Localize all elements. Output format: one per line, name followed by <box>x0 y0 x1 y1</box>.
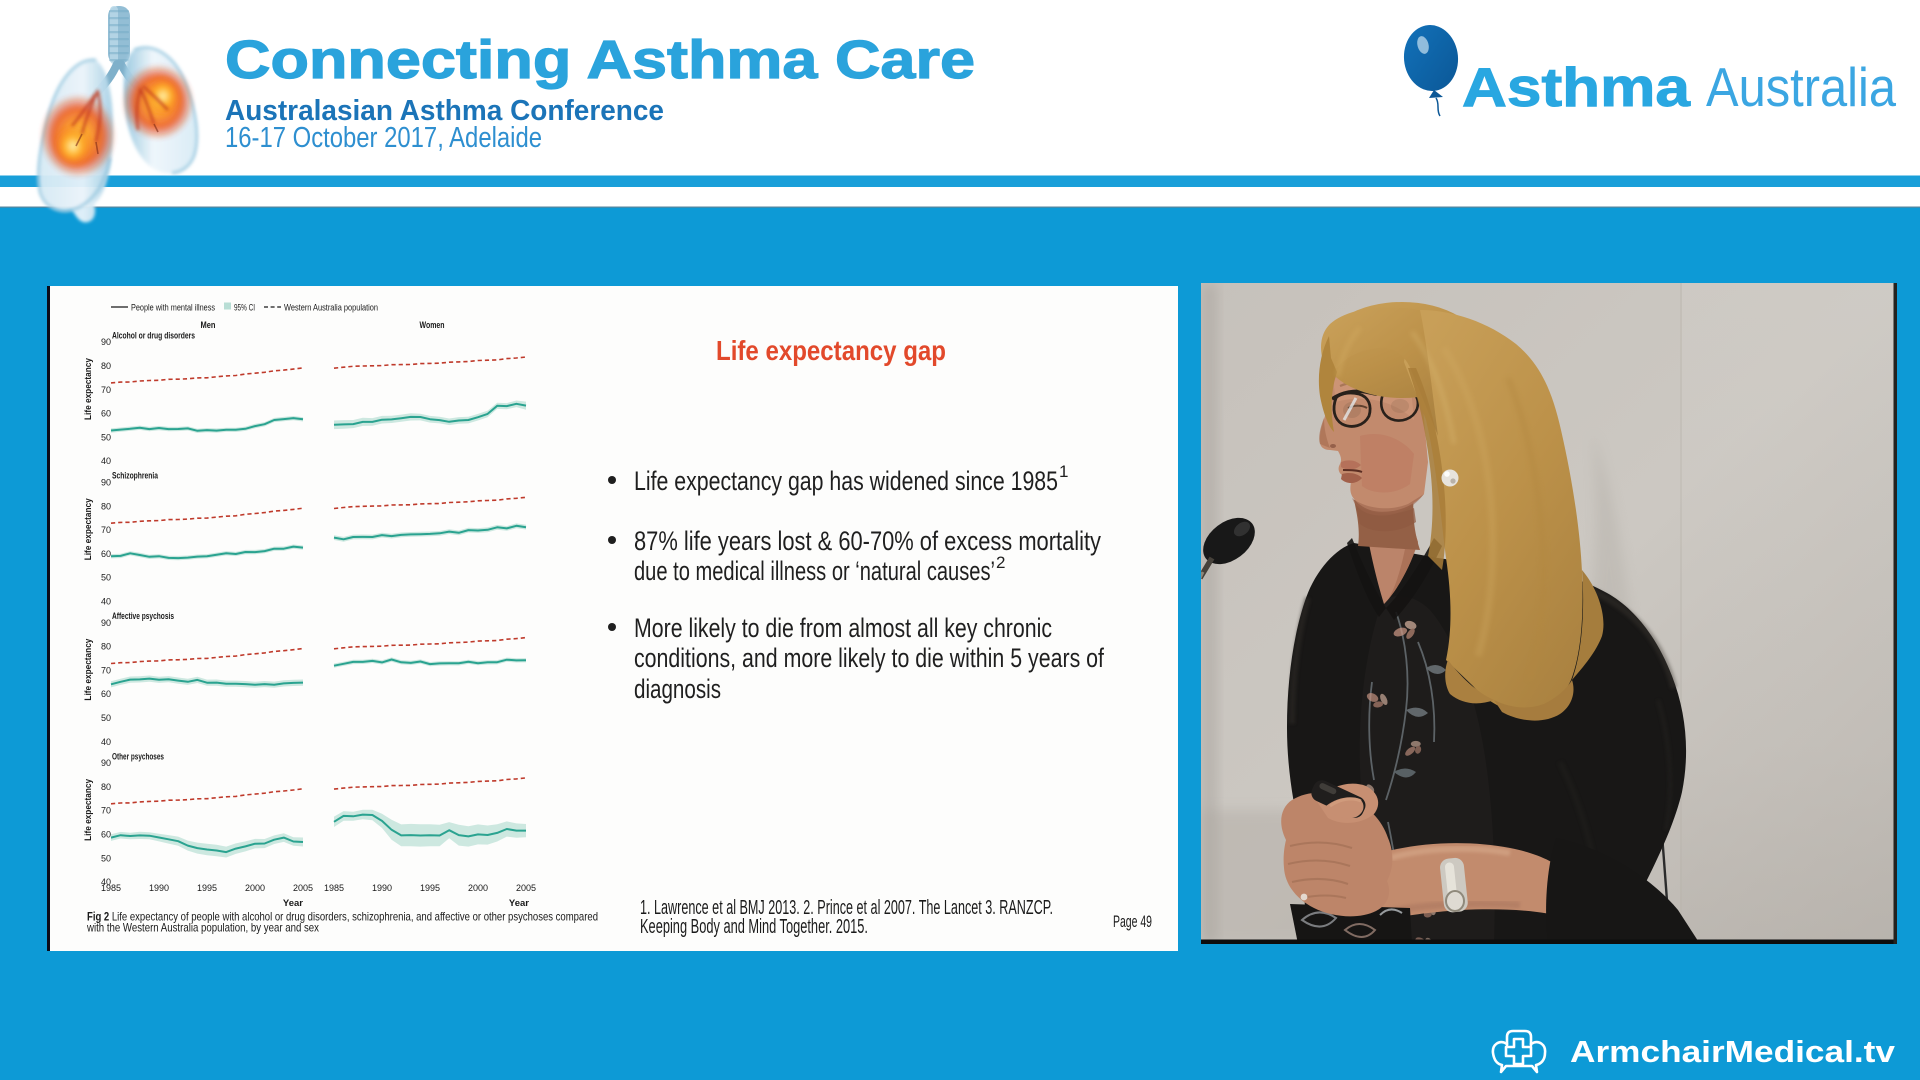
svg-text:80: 80 <box>101 782 111 792</box>
svg-text:Affective psychosis: Affective psychosis <box>112 611 174 622</box>
svg-text:Year: Year <box>509 898 529 909</box>
svg-text:2000: 2000 <box>245 883 265 893</box>
svg-text:Western Australia population: Western Australia population <box>284 303 378 313</box>
svg-text:Life expectancy: Life expectancy <box>83 498 94 561</box>
svg-text:Connecting Asthma Care: Connecting Asthma Care <box>225 30 975 90</box>
svg-text:60: 60 <box>101 689 111 699</box>
svg-text:ArmchairMedical.tv: ArmchairMedical.tv <box>1570 1034 1896 1069</box>
svg-text:50: 50 <box>101 573 111 583</box>
svg-text:diagnosis: diagnosis <box>634 674 721 704</box>
svg-text:60: 60 <box>101 549 111 559</box>
svg-text:1: 1 <box>1059 462 1068 481</box>
svg-text:50: 50 <box>101 713 111 723</box>
svg-text:Asthma: Asthma <box>1462 56 1690 118</box>
svg-text:40: 40 <box>101 456 111 466</box>
svg-text:Other psychoses: Other psychoses <box>112 751 164 762</box>
svg-text:1995: 1995 <box>197 883 217 893</box>
svg-text:2000: 2000 <box>468 883 488 893</box>
svg-text:Australia: Australia <box>1706 56 1896 118</box>
svg-text:70: 70 <box>101 665 111 675</box>
svg-text:2005: 2005 <box>293 883 313 893</box>
svg-text:90: 90 <box>101 478 111 488</box>
svg-text:Page 49: Page 49 <box>1113 913 1152 931</box>
svg-text:1990: 1990 <box>372 883 392 893</box>
svg-text:70: 70 <box>101 385 111 395</box>
svg-text:Fig 2 Life expectancy of peopl: Fig 2 Life expectancy of people with alc… <box>87 910 598 924</box>
svg-text:60: 60 <box>101 830 111 840</box>
svg-text:90: 90 <box>101 337 111 347</box>
svg-text:Women: Women <box>420 320 445 331</box>
svg-text:40: 40 <box>101 597 111 607</box>
svg-text:Life expectancy: Life expectancy <box>83 638 94 701</box>
svg-text:70: 70 <box>101 806 111 816</box>
svg-text:Men: Men <box>201 320 216 331</box>
svg-text:1985: 1985 <box>101 883 121 893</box>
svg-text:95% CI: 95% CI <box>234 303 255 313</box>
svg-text:70: 70 <box>101 525 111 535</box>
svg-text:Schizophrenia: Schizophrenia <box>112 471 159 482</box>
svg-text:80: 80 <box>101 642 111 652</box>
svg-text:16-17 October 2017, Adelaide: 16-17 October 2017, Adelaide <box>225 122 542 154</box>
svg-text:80: 80 <box>101 501 111 511</box>
svg-text:87% life years lost & 60-70% o: 87% life years lost & 60-70% of excess m… <box>634 526 1102 556</box>
svg-text:40: 40 <box>101 877 111 887</box>
svg-text:Life expectancy: Life expectancy <box>83 778 94 841</box>
svg-text:due to medical illness or ‘nat: due to medical illness or ‘natural cause… <box>634 556 995 586</box>
svg-text:Alcohol or drug disorders: Alcohol or drug disorders <box>112 330 195 341</box>
svg-text:80: 80 <box>101 361 111 371</box>
svg-text:1990: 1990 <box>149 883 169 893</box>
svg-text:Life expectancy gap has widene: Life expectancy gap has widened since 19… <box>634 466 1058 496</box>
svg-text:2: 2 <box>996 553 1005 572</box>
svg-text:Life expectancy gap: Life expectancy gap <box>716 335 946 366</box>
svg-text:More likely to die from almost: More likely to die from almost all key c… <box>634 613 1052 643</box>
svg-text:50: 50 <box>101 853 111 863</box>
svg-text:Year: Year <box>283 898 303 909</box>
svg-text:1985: 1985 <box>324 883 344 893</box>
svg-text:People with mental illness: People with mental illness <box>131 303 215 313</box>
svg-text:40: 40 <box>101 737 111 747</box>
svg-text:50: 50 <box>101 432 111 442</box>
svg-text:conditions, and more likely to: conditions, and more likely to die withi… <box>634 643 1105 673</box>
svg-text:Life expectancy: Life expectancy <box>83 357 94 420</box>
svg-text:90: 90 <box>101 758 111 768</box>
svg-text:2005: 2005 <box>516 883 536 893</box>
svg-text:1995: 1995 <box>420 883 440 893</box>
svg-text:with the Western Australia pop: with the Western Australia population, b… <box>86 921 319 935</box>
svg-text:Keeping Body and Mind Together: Keeping Body and Mind Together. 2015. <box>640 916 868 938</box>
svg-text:1. Lawrence et al BMJ 2013. 2.: 1. Lawrence et al BMJ 2013. 2. Prince et… <box>640 897 1053 919</box>
svg-text:90: 90 <box>101 618 111 628</box>
svg-text:Australasian Asthma Conference: Australasian Asthma Conference <box>225 95 664 127</box>
svg-text:60: 60 <box>101 409 111 419</box>
